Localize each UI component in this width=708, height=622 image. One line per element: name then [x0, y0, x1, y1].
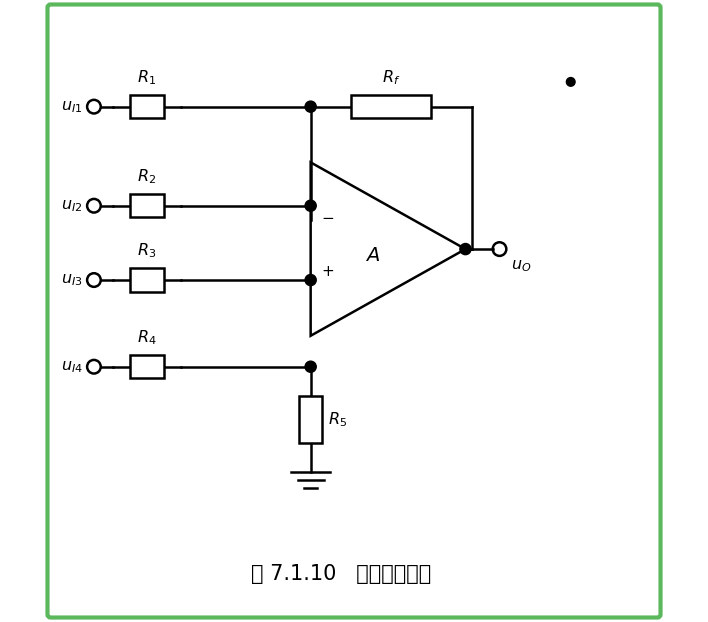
Circle shape	[305, 101, 316, 112]
Text: $R_f$: $R_f$	[382, 68, 400, 87]
Bar	[130, 194, 164, 218]
Bar	[299, 396, 322, 443]
Text: $u_O$: $u_O$	[510, 259, 531, 274]
Text: $R_4$: $R_4$	[137, 328, 156, 347]
Circle shape	[305, 200, 316, 211]
Circle shape	[566, 78, 575, 86]
Text: $u_{I4}$: $u_{I4}$	[61, 359, 83, 374]
Text: $R_3$: $R_3$	[137, 241, 156, 260]
Text: $u_{I1}$: $u_{I1}$	[62, 99, 83, 114]
Circle shape	[460, 243, 471, 254]
FancyBboxPatch shape	[47, 4, 661, 618]
Text: $R_1$: $R_1$	[137, 68, 156, 87]
Text: 图 7.1.10   加减运算电路: 图 7.1.10 加减运算电路	[251, 564, 432, 584]
Text: $u_{I2}$: $u_{I2}$	[62, 198, 83, 213]
Bar	[130, 355, 164, 379]
Bar	[130, 95, 164, 118]
Text: A: A	[366, 246, 379, 265]
Text: $R_5$: $R_5$	[328, 410, 347, 429]
Bar	[351, 95, 431, 118]
Text: $+$: $+$	[321, 264, 335, 279]
Circle shape	[305, 274, 316, 285]
Text: $R_2$: $R_2$	[137, 167, 156, 186]
Text: $u_{I3}$: $u_{I3}$	[61, 272, 83, 288]
Circle shape	[305, 361, 316, 373]
Bar	[130, 268, 164, 292]
Text: $-$: $-$	[321, 209, 335, 224]
